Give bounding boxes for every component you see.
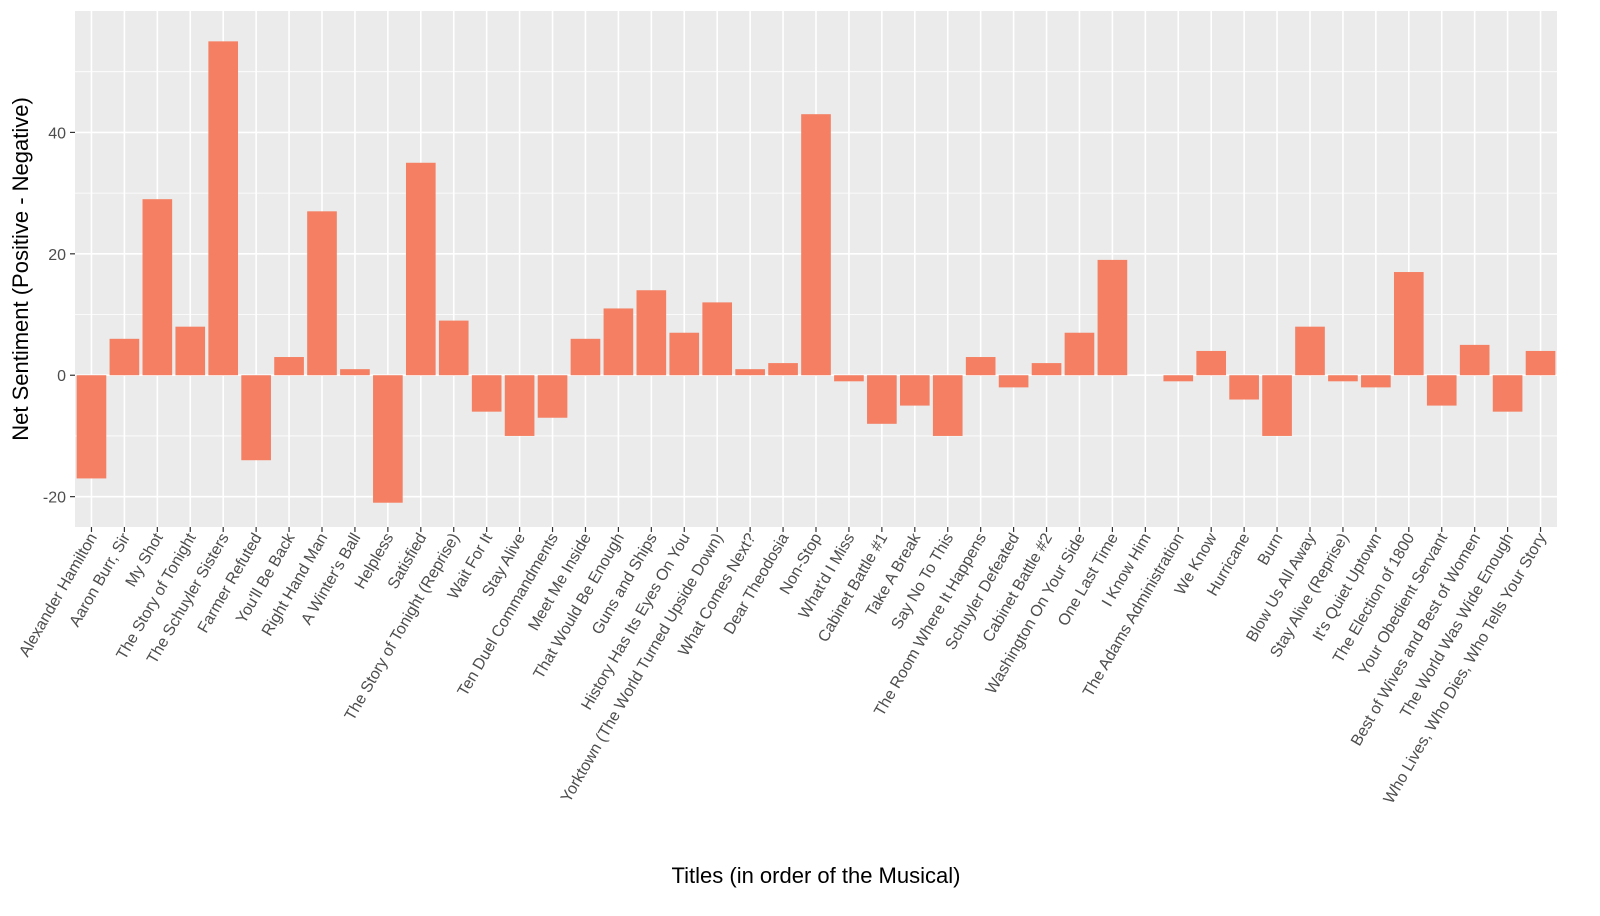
bar [241,375,271,461]
bar [471,375,502,412]
bar [307,211,337,376]
y-tick-label: 20 [48,247,66,264]
bar [1229,375,1259,400]
bar [1064,332,1095,376]
x-tick-label: Yorktown (The World Turned Upside Down) [558,530,727,805]
bar [1163,375,1194,382]
bar [768,363,798,376]
bar [1525,350,1556,376]
bar [142,199,173,376]
bar [735,369,765,376]
bar [702,302,733,376]
bar [1361,375,1391,388]
y-tick-label: 0 [57,368,66,385]
bar [801,114,831,376]
x-tick-label: Burn [1255,531,1287,569]
bar [603,308,634,376]
bar [438,320,469,376]
y-axis-ticks: -20 0 20 40 [43,125,75,507]
bar [636,290,667,376]
bar [405,162,436,376]
bar [1196,350,1227,376]
bar [932,375,963,436]
bar [208,41,239,376]
bars [76,41,1556,503]
bar [998,375,1029,388]
bar [570,338,601,376]
bar [669,332,700,376]
bar [1393,272,1424,376]
bar [1459,344,1490,376]
bar [340,369,370,376]
bar [834,375,864,382]
bar [274,357,304,376]
bar [1031,363,1062,376]
y-tick-label: 40 [48,125,66,142]
bar [1328,375,1358,382]
bar [504,375,535,436]
bar [1295,326,1325,376]
y-tick-label: -20 [43,490,66,507]
major-gridlines [75,11,1557,527]
bar [373,375,403,503]
bar [1492,375,1523,412]
bar [1097,259,1128,376]
bar [867,375,897,424]
bar [109,338,140,376]
bar [175,326,206,376]
bar [899,375,930,406]
bar [965,357,996,376]
bar [76,375,107,479]
x-axis-title: Titles (in order of the Musical) [672,863,961,888]
bar [1262,375,1292,436]
y-axis-title: Net Sentiment (Positive - Negative) [8,97,33,441]
bar [537,375,568,418]
bar [1426,375,1457,406]
